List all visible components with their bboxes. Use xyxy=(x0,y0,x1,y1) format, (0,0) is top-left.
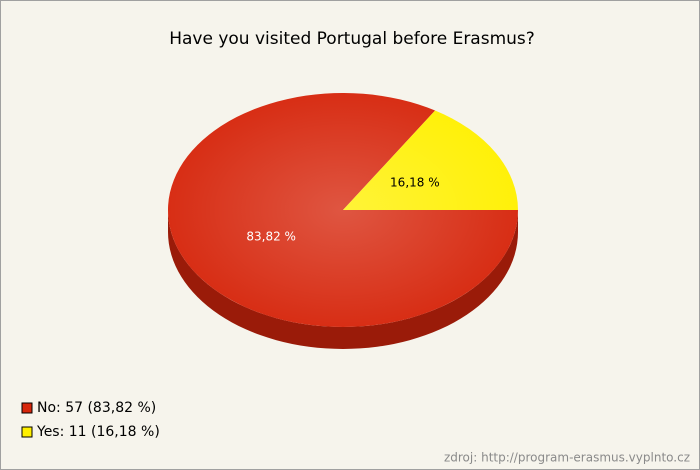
data-label: 16,18 % xyxy=(390,176,440,190)
chart-title: Have you visited Portugal before Erasmus… xyxy=(169,29,535,49)
data-label: 83,82 % xyxy=(246,229,296,243)
source-note: zdroj: http://program-erasmus.vyplnto.cz xyxy=(444,451,690,465)
legend-swatch xyxy=(21,426,33,438)
legend-swatch xyxy=(21,402,33,414)
legend-label: Yes: 11 (16,18 %) xyxy=(36,424,160,440)
legend-label: No: 57 (83,82 %) xyxy=(37,400,156,416)
